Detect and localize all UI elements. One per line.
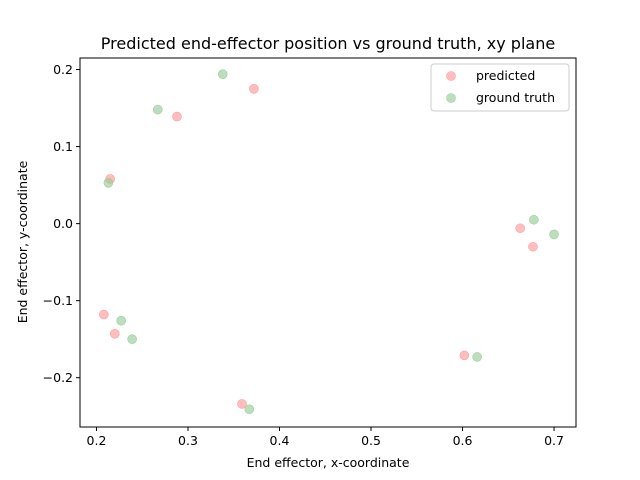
y-axis-label: End effector, y-coordinate xyxy=(15,160,30,323)
point-ground-truth-7 xyxy=(472,352,482,362)
legend-label-predicted: predicted xyxy=(476,68,535,83)
point-predicted-0 xyxy=(249,84,259,94)
y-tick-label: 0.2 xyxy=(53,62,73,77)
point-predicted-1 xyxy=(172,111,182,122)
plot-frame xyxy=(79,57,577,428)
x-tick-label: 0.5 xyxy=(361,433,381,448)
y-tick-label: −0.1 xyxy=(43,293,73,308)
legend-frame xyxy=(430,63,570,112)
point-predicted-7 xyxy=(459,350,470,361)
y-axis-ticks: −0.2 −0.1 0.0 0.1 0.2 xyxy=(43,62,80,385)
point-ground-truth-8 xyxy=(244,404,255,415)
chart-title: Predicted end-effector position vs groun… xyxy=(101,34,555,53)
point-predicted-6 xyxy=(109,328,120,339)
legend: predicted ground truth xyxy=(430,63,570,112)
x-axis-label: End effector, x-coordinate xyxy=(247,455,410,470)
x-tick-label: 0.6 xyxy=(453,433,473,448)
legend-marker-ground-truth xyxy=(446,93,456,103)
point-ground-truth-5 xyxy=(116,315,126,326)
y-tick-label: −0.2 xyxy=(43,370,73,385)
y-tick-label: 0.1 xyxy=(53,139,73,154)
point-ground-truth-6 xyxy=(127,334,137,344)
point-predicted-5 xyxy=(98,309,109,320)
x-axis-ticks: 0.2 0.3 0.4 0.5 0.6 0.7 xyxy=(87,427,564,448)
x-tick-label: 0.3 xyxy=(178,433,198,448)
point-ground-truth-1 xyxy=(152,104,163,115)
plot-points xyxy=(98,69,559,415)
point-predicted-3 xyxy=(515,223,525,234)
x-tick-label: 0.2 xyxy=(87,433,107,448)
y-tick-label: 0.0 xyxy=(53,216,73,231)
point-ground-truth-0 xyxy=(217,69,228,79)
legend-label-ground-truth: ground truth xyxy=(476,90,555,105)
point-ground-truth-3 xyxy=(529,214,539,225)
legend-marker-predicted xyxy=(446,71,456,81)
point-predicted-4 xyxy=(528,241,538,252)
x-tick-label: 0.4 xyxy=(270,433,290,448)
x-tick-label: 0.7 xyxy=(544,433,564,448)
point-predicted-8 xyxy=(237,399,247,409)
point-ground-truth-4 xyxy=(549,229,559,240)
point-ground-truth-2 xyxy=(103,178,114,188)
